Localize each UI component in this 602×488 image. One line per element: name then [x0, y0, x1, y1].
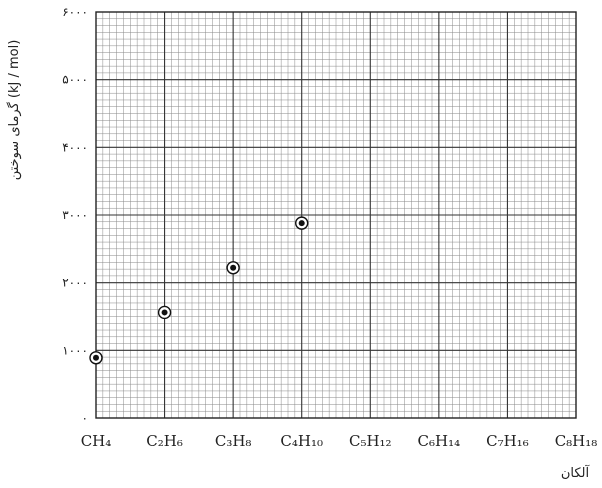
y-tick-label: ۶۰۰۰: [62, 5, 88, 19]
x-tick-label: C₈H₁₈: [555, 432, 598, 450]
x-tick-label: C₄H₁₀: [280, 432, 323, 450]
y-tick-label: ۴۰۰۰: [62, 140, 88, 154]
data-point: [157, 305, 172, 320]
data-point-dot: [93, 354, 99, 361]
plot-frame: [95, 11, 577, 419]
data-points: [89, 216, 309, 365]
x-tick-label: C₇H₁₆: [486, 432, 529, 450]
data-point-dot: [298, 220, 305, 227]
x-tick-label: C₆H₁₄: [418, 432, 461, 450]
data-point: [89, 351, 103, 365]
y-tick-label: ۵۰۰۰: [62, 73, 88, 87]
y-axis-ticks: ۰ ۱۰۰۰ ۲۰۰۰ ۳۰۰۰ ۴۰۰۰ ۵۰۰۰ ۶۰۰۰: [62, 5, 88, 425]
y-tick-label: ۲۰۰۰: [62, 276, 88, 290]
data-point: [295, 216, 309, 230]
y-axis-label: گرمای سوختن (kJ / mol): [6, 40, 22, 181]
y-tick-label: ۳۰۰۰: [62, 208, 88, 222]
data-point: [226, 261, 240, 275]
x-tick-label: C₅H₁₂: [349, 432, 392, 450]
data-point-dot: [161, 309, 168, 316]
y-tick-label: ۱۰۰۰: [62, 343, 88, 357]
x-tick-label: CH₄: [81, 432, 112, 450]
x-axis-ticks: CH₄ C₂H₆ C₃H₈ C₄H₁₀ C₅H₁₂ C₆H₁₄ C₇H₁₆ C₈H₁₈: [81, 432, 598, 450]
x-axis-label: آلکان: [561, 464, 591, 481]
x-tick-label: C₃H₈: [215, 432, 252, 450]
data-point-dot: [230, 264, 237, 271]
y-tick-label: ۰: [82, 411, 88, 425]
grid-major: [96, 12, 576, 418]
x-tick-label: C₂H₆: [146, 432, 183, 450]
